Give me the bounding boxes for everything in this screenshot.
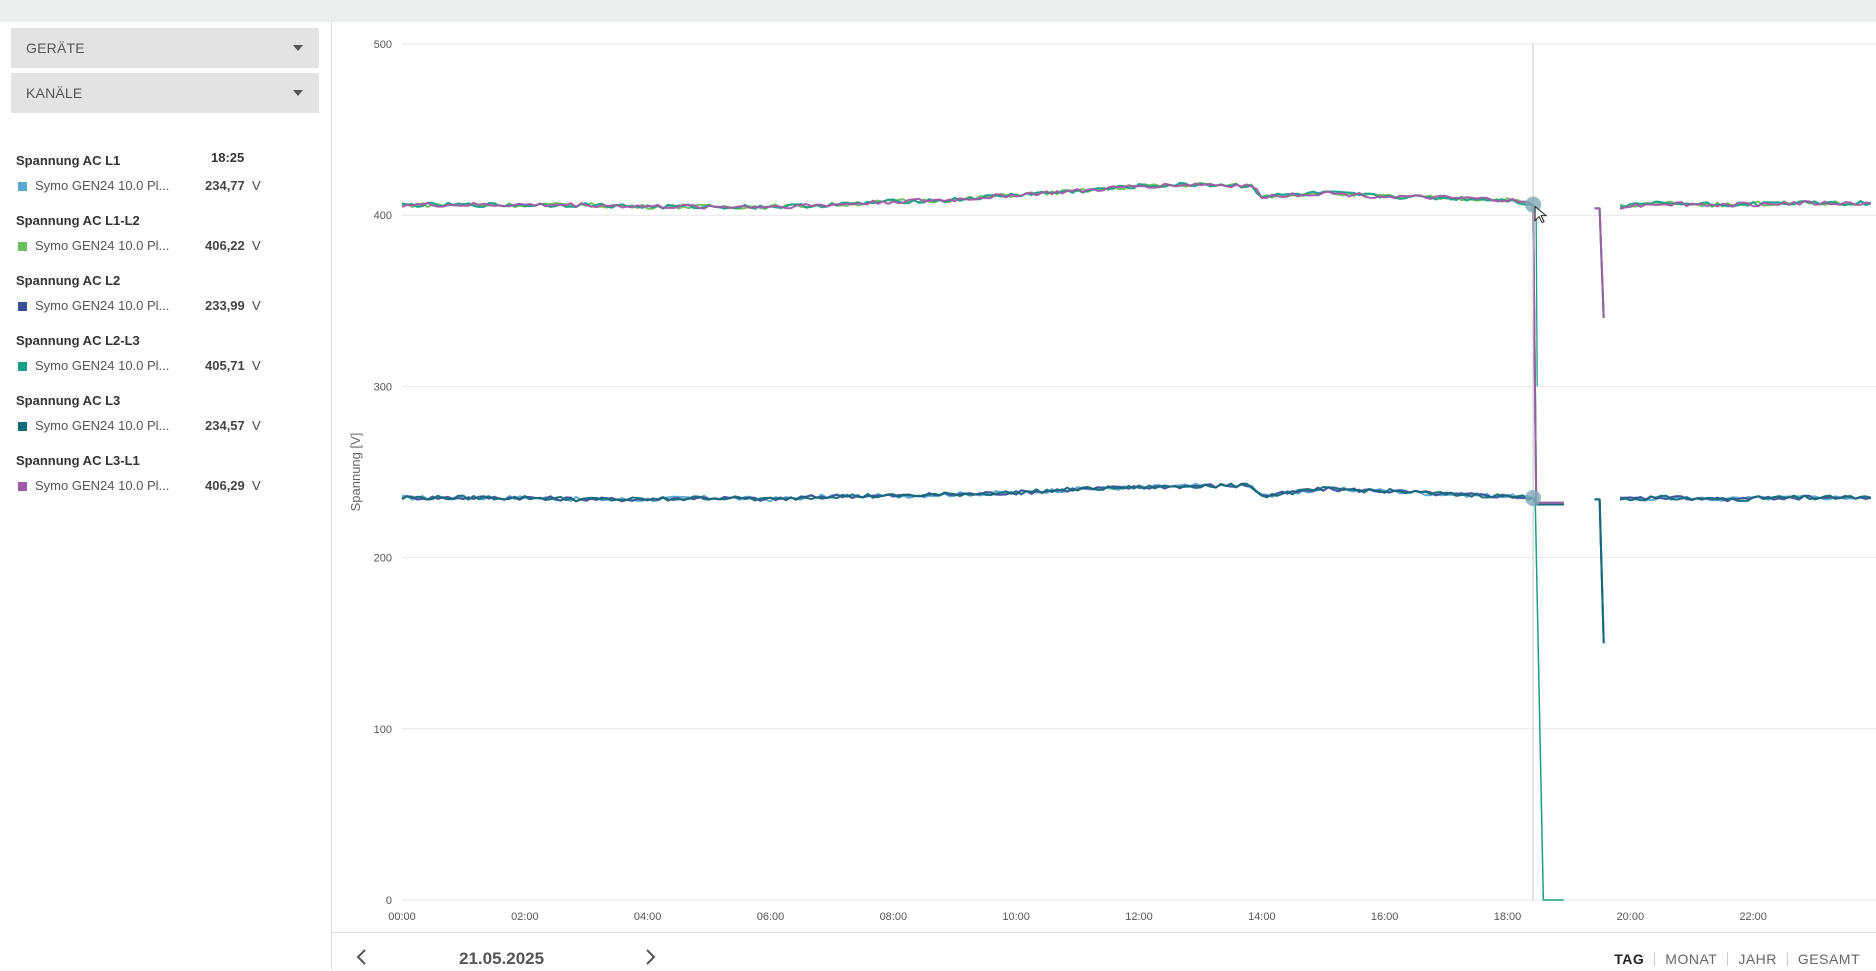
y-tick-label: 300: [374, 381, 392, 393]
channel-title: Spannung AC L3-L1: [16, 453, 140, 468]
channel-value: 234,57 V: [205, 418, 261, 433]
series-line: [401, 482, 1872, 644]
channel-device: Symo GEN24 10.0 Pl...: [35, 418, 170, 433]
y-tick-label: 200: [374, 553, 392, 565]
devices-dropdown[interactable]: GERÄTE: [11, 28, 319, 68]
channel-title: Spannung AC L2: [16, 273, 121, 288]
channel-color-swatch: [18, 302, 27, 311]
channel-device: Symo GEN24 10.0 Pl...: [35, 298, 170, 313]
channel-value: 406,29 V: [205, 478, 261, 493]
channel-device: Symo GEN24 10.0 Pl...: [35, 478, 170, 493]
series-line: [401, 181, 1871, 504]
channel-color-swatch: [18, 242, 27, 251]
channel-item: Spannung AC L3-L1 Symo GEN24 10.0 Pl... …: [16, 453, 316, 509]
date-label: 21.05.2025: [459, 949, 545, 968]
cursor-time-label: 18:25: [211, 150, 245, 165]
x-tick-label: 02:00: [511, 911, 539, 923]
period-selector: TAG MONAT JAHR GESAMT: [1604, 951, 1860, 967]
channel-item: Spannung AC L1 Symo GEN24 10.0 Pl... 234…: [16, 153, 316, 209]
top-bar: [0, 0, 1876, 22]
x-tick-label: 08:00: [880, 911, 908, 923]
y-tick-label: 0: [386, 895, 392, 907]
channel-device: Symo GEN24 10.0 Pl...: [35, 238, 170, 253]
channel-value: 234,77 V: [205, 178, 261, 193]
x-tick-label: 14:00: [1248, 911, 1276, 923]
channel-color-swatch: [18, 482, 27, 491]
x-tick-label: 10:00: [1002, 911, 1030, 923]
mouse-pointer-icon: [1534, 205, 1548, 224]
channel-title: Spannung AC L1-L2: [16, 213, 140, 228]
channel-item: Spannung AC L1-L2 Symo GEN24 10.0 Pl... …: [16, 213, 316, 269]
channel-color-swatch: [18, 182, 27, 191]
period-divider: [1786, 952, 1788, 966]
channel-color-swatch: [18, 422, 27, 431]
y-axis-label: Spannung [V]: [348, 433, 363, 512]
x-tick-label: 20:00: [1617, 911, 1645, 923]
previous-day-button[interactable]: [352, 947, 372, 967]
channel-item: Spannung AC L3 Symo GEN24 10.0 Pl... 234…: [16, 393, 316, 449]
x-tick-label: 04:00: [634, 911, 662, 923]
period-jahr[interactable]: JAHR: [1738, 951, 1777, 967]
next-day-button[interactable]: [640, 947, 660, 967]
chevron-down-icon: [293, 45, 303, 51]
sidebar: GERÄTE KANÄLE 18:25 Spannung AC L1 Symo …: [0, 22, 332, 970]
channel-title: Spannung AC L1: [16, 153, 121, 168]
channel-item: Spannung AC L2 Symo GEN24 10.0 Pl... 233…: [16, 273, 316, 329]
voltage-chart[interactable]: 0 100 200 300 400 500 00:00 02:00 04:00 06:00 08:0…: [332, 22, 1876, 932]
chart-area[interactable]: 0 100 200 300 400 500 00:00 02:00 04:00 06:00 08:0…: [332, 22, 1876, 932]
channel-device: Symo GEN24 10.0 Pl...: [35, 178, 170, 193]
chevron-down-icon: [293, 90, 303, 96]
channel-value: 233,99 V: [205, 298, 261, 313]
series-line: [401, 482, 1871, 644]
series-line: [401, 181, 1872, 504]
period-tag[interactable]: TAG: [1614, 951, 1645, 967]
channels-dropdown[interactable]: KANÄLE: [11, 73, 319, 113]
period-gesamt[interactable]: GESAMT: [1797, 951, 1860, 967]
period-divider: [1654, 952, 1656, 966]
period-monat[interactable]: MONAT: [1665, 951, 1718, 967]
y-tick-label: 100: [374, 724, 392, 736]
x-tick-label: 12:00: [1125, 911, 1153, 923]
series-line: [401, 483, 1872, 644]
x-tick-label: 16:00: [1371, 911, 1399, 923]
series-dip: [1534, 495, 1564, 901]
period-divider: [1727, 952, 1729, 966]
x-tick-label: 18:00: [1494, 911, 1522, 923]
channel-title: Spannung AC L3: [16, 393, 121, 408]
channel-item: Spannung AC L2-L3 Symo GEN24 10.0 Pl... …: [16, 333, 316, 389]
x-tick-label: 06:00: [757, 911, 785, 923]
y-tick-label: 400: [374, 210, 392, 222]
channel-color-swatch: [18, 362, 27, 371]
channel-value: 406,22 V: [205, 238, 261, 253]
cursor-marker: [1525, 490, 1542, 507]
channel-value: 405,71 V: [205, 358, 261, 373]
x-tick-label: 00:00: [388, 911, 416, 923]
channels-dropdown-label: KANÄLE: [26, 85, 83, 101]
channel-title: Spannung AC L2-L3: [16, 333, 140, 348]
channel-device: Symo GEN24 10.0 Pl...: [35, 358, 170, 373]
devices-dropdown-label: GERÄTE: [26, 40, 85, 56]
bottom-bar: 21.05.2025 TAG MONAT JAHR GESAMT: [332, 932, 1876, 971]
series-line: [401, 182, 1872, 504]
y-tick-label: 500: [374, 39, 392, 51]
x-tick-label: 22:00: [1739, 911, 1767, 923]
